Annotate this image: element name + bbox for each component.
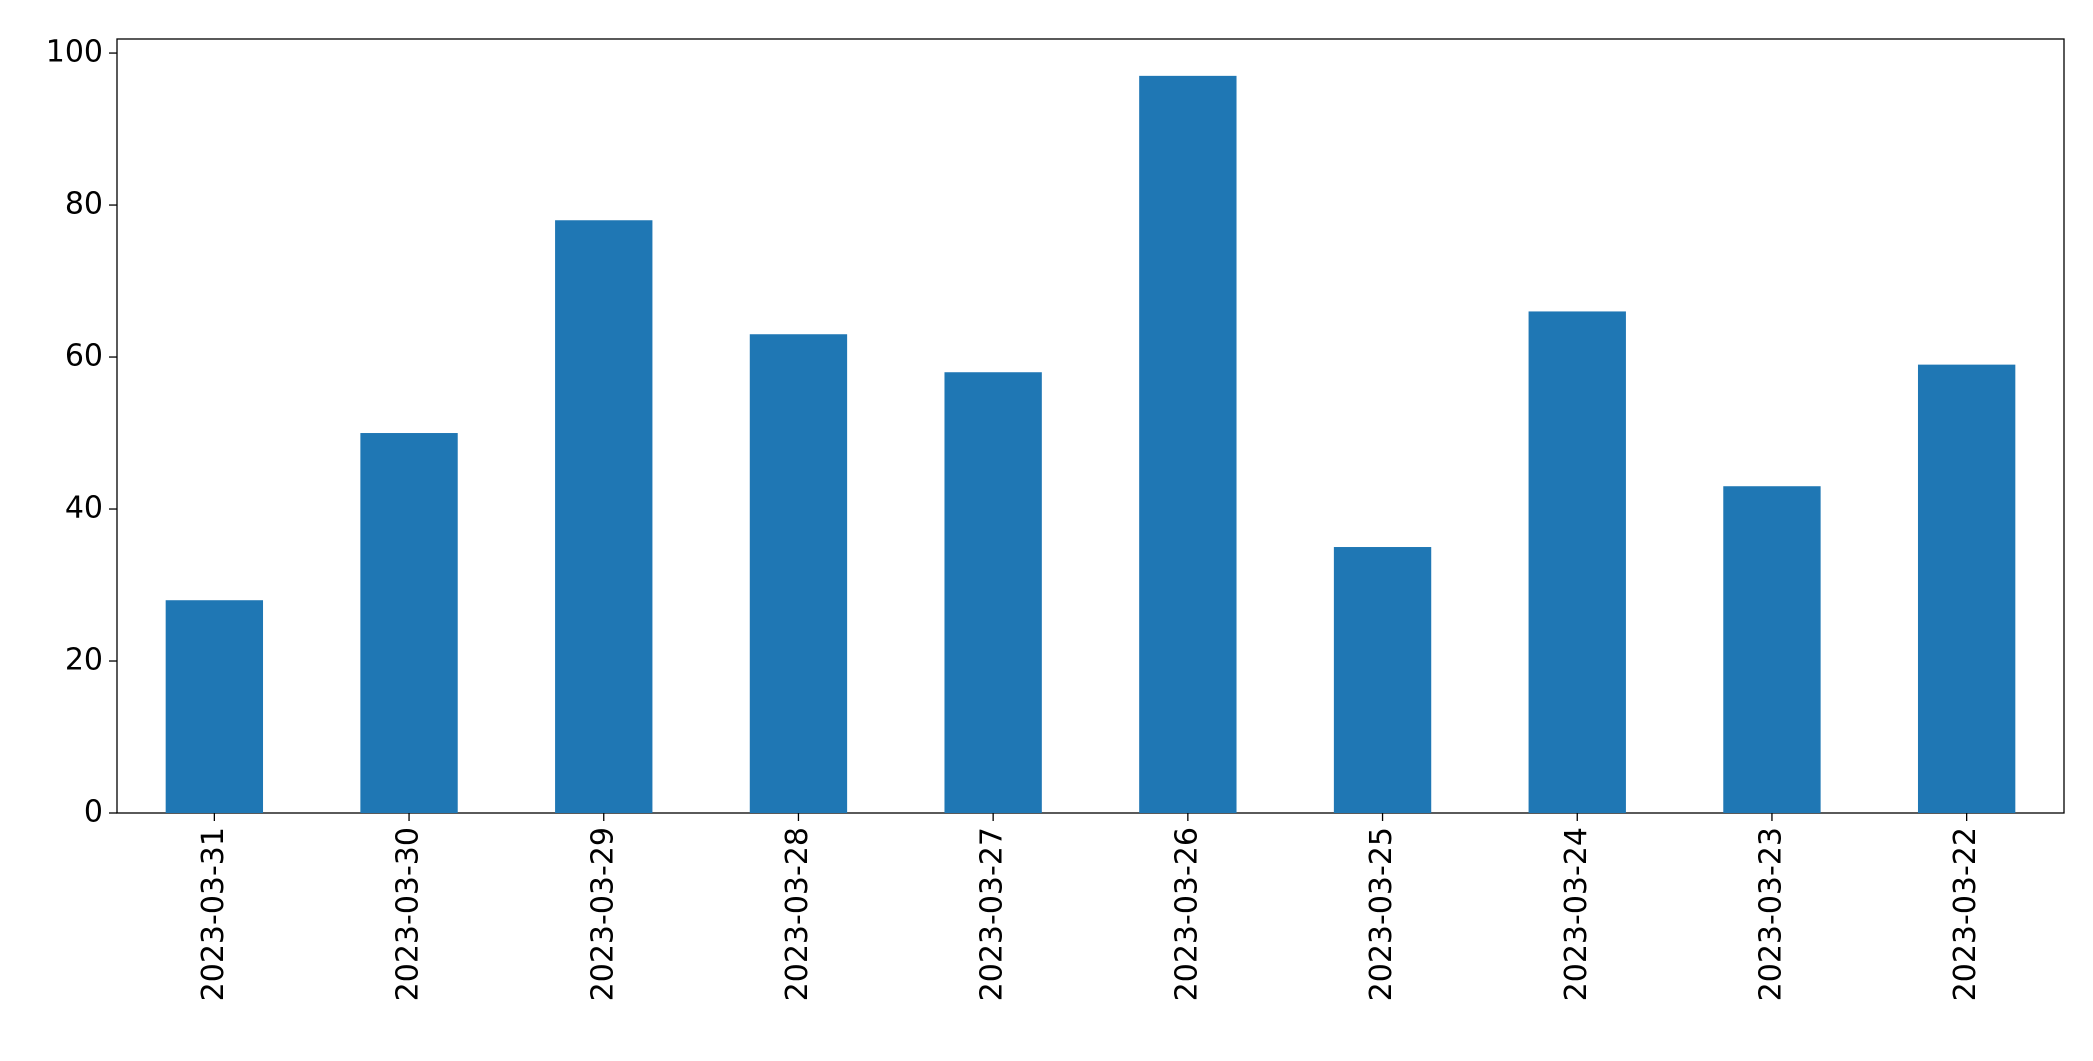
y-tick-label: 60 xyxy=(65,339,103,374)
x-tick-label: 2023-03-22 xyxy=(1948,827,1983,1001)
x-tick-label: 2023-03-28 xyxy=(780,827,815,1001)
x-tick-label: 2023-03-25 xyxy=(1364,827,1399,1001)
bar xyxy=(944,372,1042,813)
y-tick-label: 0 xyxy=(84,795,103,830)
bar xyxy=(1333,547,1432,813)
plot-frame xyxy=(116,38,2065,814)
y-tick-label: 40 xyxy=(65,491,103,526)
bar xyxy=(555,220,653,813)
x-tick-label: 2023-03-27 xyxy=(975,827,1010,1001)
x-tick-label: 2023-03-26 xyxy=(1169,827,1204,1001)
bar xyxy=(1917,364,2016,813)
y-tick-label: 20 xyxy=(65,643,103,678)
bar xyxy=(1139,75,1237,814)
bar xyxy=(1723,486,1821,813)
x-tick-label: 2023-03-31 xyxy=(196,827,231,1001)
y-tick-label: 80 xyxy=(65,187,103,222)
bar xyxy=(749,334,848,813)
x-tick-label: 2023-03-29 xyxy=(585,827,620,1001)
x-tick-label: 2023-03-23 xyxy=(1753,827,1788,1001)
x-tick-label: 2023-03-30 xyxy=(391,827,426,1001)
y-tick-label: 100 xyxy=(46,35,103,70)
x-tick-label: 2023-03-24 xyxy=(1559,827,1594,1001)
bar xyxy=(165,600,264,813)
bar xyxy=(360,433,458,813)
bar xyxy=(1528,311,1626,813)
